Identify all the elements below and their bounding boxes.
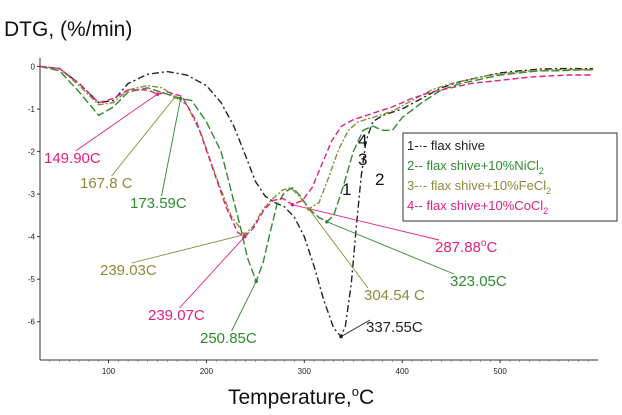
annotation-leader	[75, 93, 158, 152]
annotation-label-value: 323.05C	[450, 273, 507, 290]
x-tick-label: 300	[298, 367, 312, 376]
legend-box	[402, 132, 618, 222]
legend-entry-text: flax shive+10%FeCl	[431, 178, 546, 193]
annotation-point	[254, 279, 259, 284]
curve-number-4: 4	[358, 131, 367, 150]
axes: 0 -1 -2 -3 -4 -5 -6 100 200 300 400 500	[28, 58, 598, 376]
annotation-leader	[111, 96, 176, 177]
x-tick-label: 100	[102, 367, 116, 376]
annotation-point	[173, 95, 177, 99]
annotation-leader	[231, 281, 257, 332]
annotation-label-degree: o	[481, 238, 487, 249]
x-axis-label: Temperature,oC	[228, 384, 374, 410]
legend-entry-subscript: 2	[539, 166, 544, 176]
annotation-point	[325, 219, 329, 224]
legend-entry-1: 1-·- flax shive	[407, 138, 485, 153]
annotation-leader	[308, 208, 369, 289]
legend-entry-2: 2-- flax shive+10%NiCl2	[407, 158, 544, 176]
annotation-point	[178, 96, 183, 101]
series-line-3	[39, 65, 594, 236]
annotation-label-value: 239.07C	[148, 307, 205, 324]
annotation-label: 304.54 C	[364, 287, 425, 304]
x-tick-label: 400	[396, 367, 410, 376]
y-tick-label: -3	[28, 190, 36, 199]
y-tick-label: -5	[28, 275, 36, 284]
curve-number-1: 1	[342, 180, 351, 199]
annotation-label-value: 173.59C	[130, 195, 187, 212]
legend-entry-prefix: 2--	[407, 158, 427, 173]
annotation-label-value: 337.55C	[366, 319, 423, 336]
legend-entry-prefix: 1-·-	[407, 138, 431, 153]
y-tick-label: -4	[28, 233, 36, 242]
legend-entry-subscript: 2	[543, 206, 548, 216]
y-axis-label: DTG, (%/min)	[4, 18, 133, 41]
legend-entry-prefix: 4--	[407, 198, 427, 213]
legend-entry-subscript: 2	[546, 186, 551, 196]
annotation-label: 250.85C	[200, 330, 257, 347]
x-tick-label: 500	[493, 367, 507, 376]
y-tick-label: -1	[28, 105, 36, 114]
x-axis-label-degree: o	[351, 384, 359, 399]
annotation-label: 239.03C	[100, 262, 157, 279]
annotation-label: 323.05C	[450, 273, 507, 290]
annotation-leader	[161, 98, 182, 197]
series-layer	[39, 65, 594, 338]
curve-number-3: 3	[358, 150, 367, 169]
annotation-label-value: 287.88	[435, 239, 481, 256]
annotation-label: 173.59C	[130, 195, 187, 212]
annotation-leader	[131, 234, 245, 264]
legend-entry-3: 3-·- flax shive+10%FeCl2	[407, 178, 551, 196]
annotation-point	[155, 92, 160, 96]
y-tick-label: 0	[31, 63, 36, 72]
annotation-point	[339, 334, 343, 339]
legend-entry-text: flax shive+10%NiCl	[427, 158, 539, 173]
legend-entry-text: flax shive	[431, 138, 485, 153]
annotation-leader	[179, 236, 246, 309]
annotation-label-value: 304.54 C	[364, 287, 425, 304]
y-tick-label: -6	[28, 318, 36, 327]
annotation-layer: 149.90C 167.8 C 173.59C 239.03C 239.07C 250.8…	[44, 92, 507, 347]
annotation-label-value: 250.85C	[200, 330, 257, 347]
annotation-label: 239.07C	[148, 307, 205, 324]
annotation-leader	[326, 221, 455, 275]
annotation-label-value: 167.8 C	[80, 175, 133, 192]
x-axis-label-unit: C	[358, 386, 375, 409]
annotation-label: 287.88oC	[435, 238, 497, 256]
annotation-label: 337.55C	[366, 319, 423, 336]
annotation-leader	[340, 319, 371, 337]
x-tick-label: 200	[200, 367, 214, 376]
annotation-label-value: 149.90C	[44, 150, 101, 167]
legend-entry-text: flax shive+10%CoCl	[427, 198, 544, 213]
annotation-label: 149.90C	[44, 150, 101, 167]
legend-entry-prefix: 3-·-	[407, 178, 431, 193]
series-line-2	[39, 65, 594, 284]
annotation-label-value: 239.03C	[100, 262, 157, 279]
curve-number-layer: 1 234	[342, 131, 384, 199]
x-axis-label-text: Temperature,	[228, 386, 352, 409]
legend-entry-4: 4-- flax shive+10%CoCl2	[407, 198, 548, 216]
annotation-point	[306, 207, 311, 211]
annotation-label-unit: C	[486, 239, 497, 256]
y-tick-label: -2	[28, 148, 36, 157]
curve-number-2: 2	[375, 170, 384, 189]
annotation-point	[290, 202, 295, 207]
annotation-leader	[292, 204, 440, 241]
annotation-point	[242, 234, 247, 239]
annotation-label: 167.8 C	[80, 175, 133, 192]
series-line-1	[39, 65, 594, 338]
